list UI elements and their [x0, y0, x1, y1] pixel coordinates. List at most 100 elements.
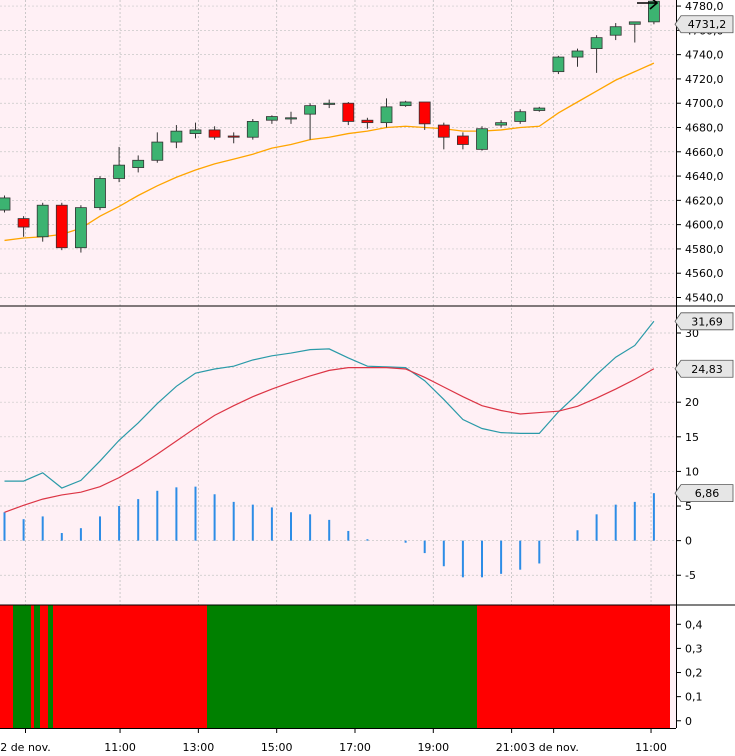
- oscillator-tick-label: 30: [685, 327, 699, 340]
- candle-body: [304, 105, 317, 115]
- candle-body: [36, 204, 49, 238]
- price-tick-label: 4560,0: [685, 267, 724, 280]
- state-tick-label: 0,3: [685, 642, 703, 655]
- state-tick-label: 0,1: [685, 691, 703, 704]
- candle-body: [227, 135, 240, 138]
- fast-line: [4, 320, 655, 489]
- candle-body: [285, 117, 297, 120]
- candle-body: [456, 135, 469, 145]
- slow-line: [4, 366, 655, 513]
- candle-body: [628, 21, 641, 25]
- price-tick-label: 4620,0: [685, 194, 724, 207]
- candle-body: [609, 26, 622, 36]
- value-tag: [674, 15, 734, 34]
- x-tick-label: 3 de nov.: [528, 741, 579, 754]
- value-tag-label: 24,83: [691, 363, 723, 376]
- candle-body: [208, 129, 221, 138]
- oscillator-tick-label: 10: [685, 465, 699, 478]
- oscillator-panel: [3, 320, 655, 578]
- candle-body: [55, 204, 68, 249]
- oscillator-tick-label: 0: [685, 535, 692, 548]
- candle-body: [437, 124, 450, 138]
- candle-body: [476, 128, 488, 150]
- candle-body: [380, 106, 393, 124]
- oscillator-tick-label: 5: [685, 500, 692, 513]
- price-tick-label: 4740,0: [685, 49, 724, 62]
- candle-body: [418, 101, 431, 125]
- candle-body: [514, 111, 527, 122]
- candle-body: [132, 159, 145, 168]
- state-segment: [72, 605, 196, 728]
- state-segment: [48, 605, 53, 728]
- candle-body: [17, 218, 30, 228]
- price-panel: [0, 0, 660, 253]
- state-segment: [477, 605, 670, 728]
- x-tick-label: 13:00: [183, 741, 215, 754]
- candle-body: [552, 56, 565, 73]
- state-segment: [0, 605, 13, 728]
- x-tick-label: 2 de nov.: [0, 741, 51, 754]
- price-tick-label: 4720,0: [685, 73, 724, 86]
- candle-body: [495, 122, 508, 126]
- panel-background: [0, 0, 676, 306]
- candle-body: [265, 116, 278, 121]
- state-segment: [34, 605, 40, 728]
- state-segment: [207, 605, 477, 728]
- state-segment: [31, 605, 34, 728]
- price-tick-label: 4660,0: [685, 146, 724, 159]
- state-tick-label: 0,2: [685, 667, 703, 680]
- price-tick-label: 4780,0: [685, 0, 724, 13]
- candle-body: [189, 129, 202, 134]
- x-tick-label: 17:00: [339, 741, 371, 754]
- state-tick-label: 0: [685, 715, 692, 728]
- oscillator-tick-label: 15: [685, 431, 699, 444]
- x-axis: 2 de nov. 11:00 13:00 15:00 17:00 19:00 21:00 3…: [0, 728, 667, 754]
- state-tick-label: 0,4: [685, 618, 703, 631]
- oscillator-tick-label: 20: [685, 396, 699, 409]
- oscillator-tick-label: -5: [685, 569, 696, 582]
- x-tick-label: 21:00: [496, 741, 528, 754]
- candle-body: [399, 101, 412, 107]
- candle-body: [590, 37, 603, 49]
- last-value-tags: 4731,2 31,69 24,83 6,86: [674, 15, 734, 503]
- x-tick-label: 15:00: [261, 741, 293, 754]
- price-tick-label: 4540,0: [685, 292, 724, 305]
- candle-body: [0, 197, 11, 211]
- value-tag-label: 4731,2: [688, 18, 727, 31]
- candle-body: [246, 121, 259, 138]
- candle-body: [361, 119, 374, 124]
- candle-body: [151, 141, 164, 161]
- candle-body: [342, 102, 355, 122]
- candle-body: [94, 178, 106, 209]
- x-tick-label: 19:00: [417, 741, 449, 754]
- price-tick-label: 4680,0: [685, 122, 724, 135]
- price-tick-label: 4640,0: [685, 170, 724, 183]
- state-segment: [40, 605, 48, 728]
- price-tick-label: 4700,0: [685, 97, 724, 110]
- value-tag-label: 31,69: [691, 315, 723, 328]
- price-tick-label: 4600,0: [685, 219, 724, 232]
- candle-body: [533, 107, 546, 111]
- value-tag: [674, 484, 734, 503]
- x-tick-label: 11:00: [635, 741, 667, 754]
- value-tag-label: 6,86: [695, 487, 720, 500]
- candle-body: [648, 0, 660, 23]
- value-tag: [674, 359, 734, 378]
- value-tag: [674, 312, 734, 331]
- state-panel: [0, 605, 670, 728]
- y-axes: 4540,0 4560,0 4580,0 4600,0 4620,0 4640,0 4660…: [0, 0, 735, 729]
- axis-background: [676, 0, 735, 756]
- moving-average-line: [4, 62, 655, 242]
- candle-body: [571, 50, 584, 58]
- candle-body: [170, 130, 183, 143]
- candle-body: [113, 164, 125, 179]
- price-tick-label: 4580,0: [685, 243, 724, 256]
- grid-lines: [0, 0, 676, 728]
- panel-background: [0, 306, 676, 605]
- state-segment: [13, 605, 31, 728]
- candle-body: [75, 207, 87, 249]
- x-tick-label: 11:00: [104, 741, 136, 754]
- arrow-cursor-icon: [637, 0, 659, 10]
